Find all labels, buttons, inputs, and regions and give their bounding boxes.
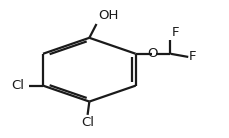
Text: Cl: Cl	[11, 79, 24, 92]
Text: O: O	[147, 47, 157, 60]
Text: F: F	[188, 50, 196, 63]
Text: Cl: Cl	[81, 116, 94, 129]
Text: F: F	[171, 26, 178, 39]
Text: OH: OH	[98, 9, 118, 22]
